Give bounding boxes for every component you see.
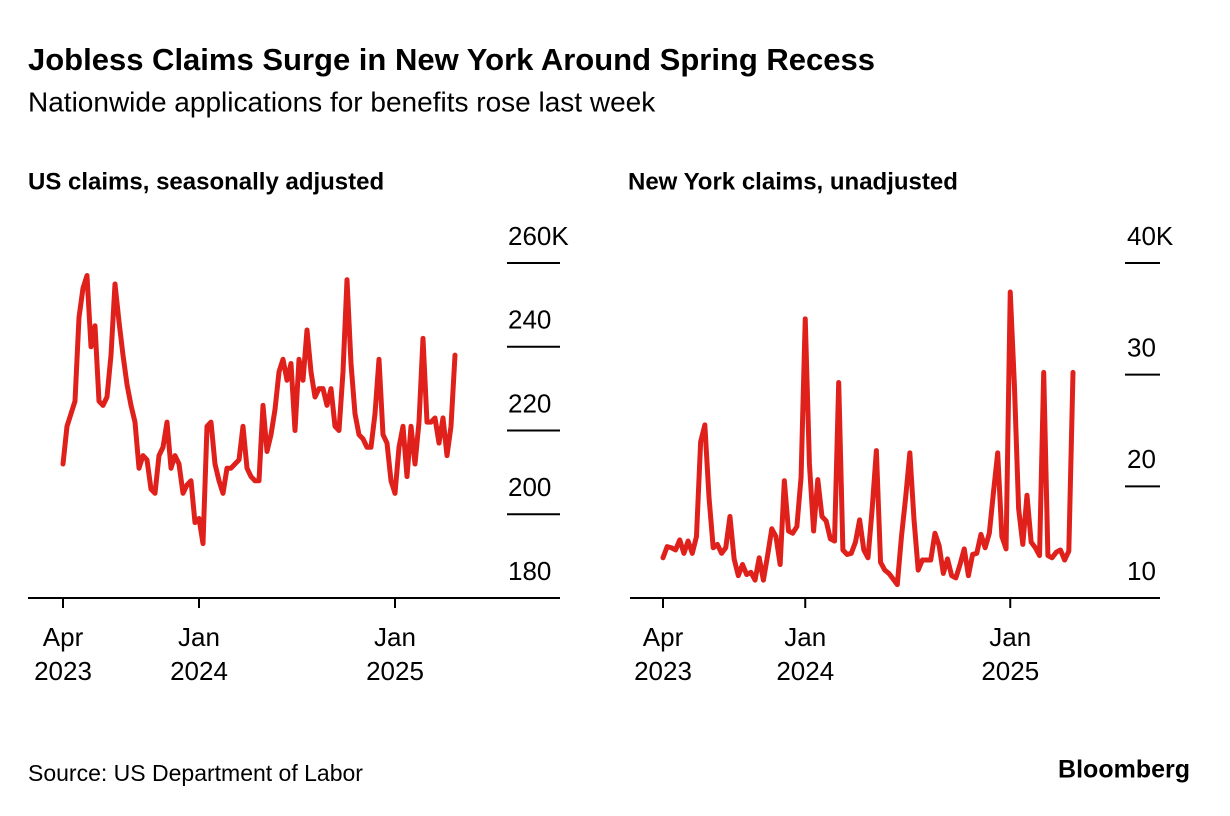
x-tick-label: Jan 2025 [981,622,1040,686]
x-tick-label: Jan 2024 [170,622,228,686]
source: Source: US Department of Labor [28,760,363,786]
data-line [60,273,458,547]
y-tick-label: 220 [508,388,551,418]
panel-title: New York claims, unadjusted [628,168,958,195]
data-line [660,289,1076,588]
x-tick-label: Apr 2023 [634,622,692,686]
subtitle: Nationwide applications for benefits ros… [28,86,656,117]
y-tick-label: 10 [1127,556,1156,586]
y-tick-label: 180 [508,556,551,586]
y-tick-label: 240 [508,305,551,335]
panel-title: US claims, seasonally adjusted [28,168,384,195]
y-tick-label: 20 [1127,444,1156,474]
x-tick-label: Jan 2025 [366,622,424,686]
title: Jobless Claims Surge in New York Around … [28,42,875,77]
logo: Bloomberg [1058,756,1190,784]
y-tick-label: 200 [508,472,551,502]
x-tick-label: Apr 2023 [34,622,92,686]
x-tick-label: Jan 2024 [776,622,835,686]
y-tick-label: 30 [1127,333,1156,363]
y-tick-label: 260K [508,221,569,251]
y-tick-label: 40K [1127,221,1174,251]
